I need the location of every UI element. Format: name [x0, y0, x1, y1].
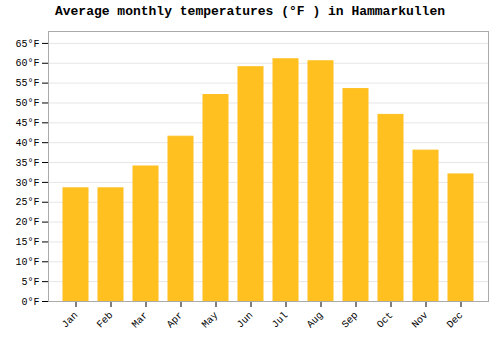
svg-text:35°F: 35°F [15, 158, 39, 169]
svg-text:Aug: Aug [305, 310, 326, 331]
svg-text:30°F: 30°F [15, 178, 39, 189]
svg-text:50°F: 50°F [15, 98, 39, 109]
svg-text:15°F: 15°F [15, 237, 39, 248]
svg-text:45°F: 45°F [15, 118, 39, 129]
svg-text:60°F: 60°F [15, 58, 39, 69]
svg-text:Jun: Jun [235, 310, 256, 331]
svg-text:Feb: Feb [95, 310, 116, 331]
svg-text:5°F: 5°F [21, 277, 39, 288]
svg-text:Nov: Nov [410, 310, 431, 331]
svg-text:40°F: 40°F [15, 138, 39, 149]
svg-text:Oct: Oct [375, 310, 396, 331]
svg-text:Jan: Jan [60, 310, 81, 331]
svg-text:20°F: 20°F [15, 217, 39, 228]
html-text:Average monthly temperatures (: Average monthly temperatures (°F ) in Ha… [55, 4, 445, 19]
svg-text:65°F: 65°F [15, 39, 39, 50]
svg-text:Dec: Dec [445, 310, 466, 331]
svg-text:Jul: Jul [270, 310, 291, 331]
svg-text:Mar: Mar [130, 310, 151, 331]
svg-text:25°F: 25°F [15, 197, 39, 208]
svg-text:10°F: 10°F [15, 257, 39, 268]
svg-text:Apr: Apr [165, 310, 186, 331]
svg-text:May: May [200, 310, 221, 331]
svg-text:55°F: 55°F [15, 78, 39, 89]
svg-text:Sep: Sep [340, 310, 361, 331]
svg-text:0°F: 0°F [21, 297, 39, 308]
